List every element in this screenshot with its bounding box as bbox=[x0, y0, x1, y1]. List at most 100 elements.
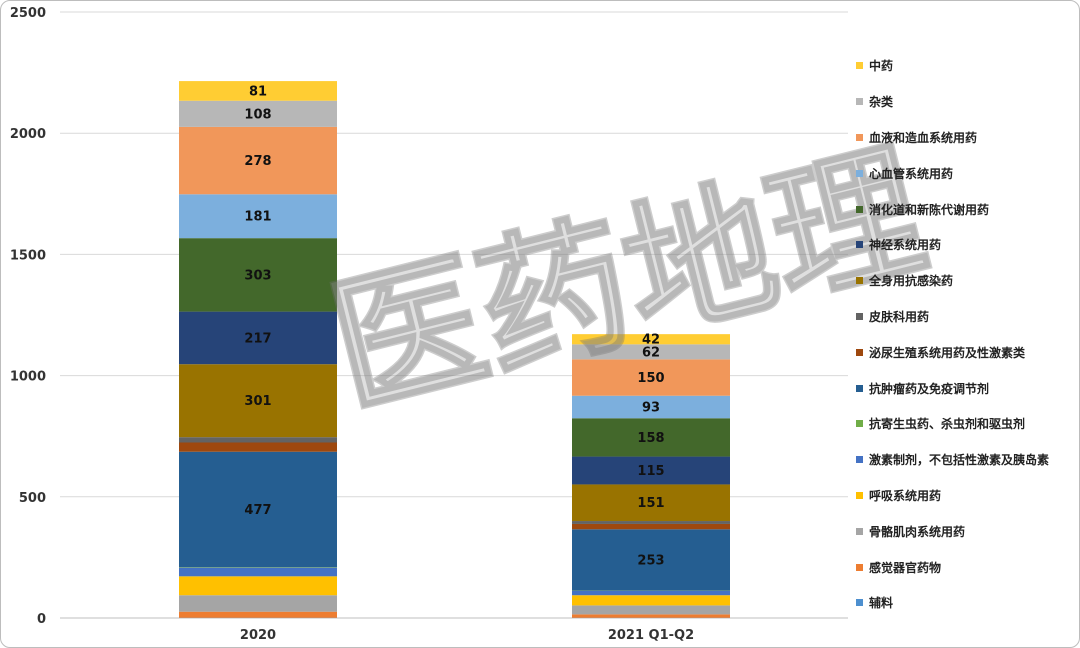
data-label: 158 bbox=[637, 431, 664, 446]
bar-segment bbox=[572, 595, 730, 606]
data-label: 42 bbox=[642, 333, 660, 348]
legend-label: 血液和造血系统用药 bbox=[869, 130, 978, 145]
bar-segment bbox=[179, 451, 337, 568]
legend-swatch bbox=[856, 169, 863, 177]
legend-item: 抗寄生虫药、杀虫剂和驱虫剂 bbox=[856, 406, 1076, 442]
bar-segment bbox=[572, 359, 730, 396]
legend-swatch bbox=[856, 348, 863, 356]
data-label: 150 bbox=[637, 371, 664, 386]
legend-label: 辅料 bbox=[869, 596, 894, 611]
data-label: 278 bbox=[244, 154, 271, 169]
legend-swatch bbox=[856, 456, 863, 464]
legend-item: 血液和造血系统用药 bbox=[856, 120, 1076, 156]
legend-swatch bbox=[856, 133, 863, 141]
data-label: 253 bbox=[637, 553, 664, 568]
bar-segment bbox=[572, 523, 730, 530]
legend-swatch bbox=[856, 312, 863, 320]
y-tick-label: 1500 bbox=[10, 248, 46, 263]
bar-segment bbox=[179, 126, 337, 195]
legend-label: 呼吸系统用药 bbox=[869, 488, 942, 503]
legend-item: 消化道和新陈代谢用药 bbox=[856, 191, 1076, 227]
x-axis-ticks: 2020 2021 Q1-Q2 bbox=[240, 628, 694, 643]
bars bbox=[179, 81, 730, 618]
data-label: 93 bbox=[642, 400, 660, 415]
y-tick-label: 500 bbox=[19, 491, 46, 506]
legend-item: 心血管系统用药 bbox=[856, 155, 1076, 191]
data-label: 303 bbox=[244, 268, 271, 283]
bar-segment bbox=[179, 238, 337, 312]
bar-segment bbox=[572, 590, 730, 596]
data-label: 81 bbox=[249, 84, 267, 99]
x-tick-label: 2021 Q1-Q2 bbox=[608, 628, 694, 643]
legend-swatch bbox=[856, 420, 863, 428]
data-label: 151 bbox=[637, 496, 664, 511]
legend-label: 全身用抗感染药 bbox=[869, 274, 954, 289]
data-label: 301 bbox=[244, 394, 271, 409]
bar-segment bbox=[572, 395, 730, 419]
bar-segment bbox=[572, 529, 730, 591]
legend-item: 呼吸系统用药 bbox=[856, 478, 1076, 514]
data-label: 477 bbox=[244, 503, 271, 518]
legend-item: 神经系统用药 bbox=[856, 227, 1076, 263]
legend-swatch bbox=[856, 241, 863, 249]
y-tick-label: 2000 bbox=[10, 127, 46, 142]
legend-swatch bbox=[856, 384, 863, 392]
legend-swatch bbox=[856, 527, 863, 535]
legend-label: 泌尿生殖系统用药及性激素类 bbox=[869, 345, 1026, 360]
bar-segment bbox=[572, 521, 730, 524]
legend-item: 激素制剂，不包括性激素及胰岛素 bbox=[856, 442, 1076, 478]
legend: 中药杂类血液和造血系统用药 心血管系统用药消化道和新陈代谢用药 神经系统用药 全身用抗… bbox=[856, 48, 1076, 621]
y-tick-label: 1000 bbox=[10, 370, 46, 385]
bar-segment bbox=[179, 567, 337, 577]
bar-segment bbox=[179, 194, 337, 239]
legend-label: 激素制剂，不包括性激素及胰岛素 bbox=[869, 453, 1050, 468]
bar-segment bbox=[179, 364, 337, 438]
bar-segment bbox=[572, 334, 730, 345]
legend-item: 中药 bbox=[856, 48, 1076, 84]
legend-label: 抗寄生虫药、杀虫剂和驱虫剂 bbox=[869, 417, 1026, 432]
data-label: 108 bbox=[244, 107, 271, 122]
data-label: 217 bbox=[244, 331, 271, 346]
legend-swatch bbox=[856, 98, 863, 106]
bar-segment bbox=[179, 576, 337, 596]
bar-segment bbox=[572, 456, 730, 485]
data-label: 181 bbox=[244, 210, 271, 225]
legend-item: 骨骼肌肉系统用药 bbox=[856, 513, 1076, 549]
bar-segment bbox=[179, 442, 337, 452]
legend-label: 消化道和新陈代谢用药 bbox=[869, 202, 990, 217]
legend-item: 辅料 bbox=[856, 585, 1076, 621]
bar-segment bbox=[179, 100, 337, 127]
data-labels: 477 301 217 303 181 278 108 81 253 151 115 158 93 150… bbox=[244, 84, 664, 568]
bar-segment bbox=[572, 614, 730, 618]
bar-segment bbox=[179, 81, 337, 101]
legend-swatch bbox=[856, 62, 863, 70]
legend-item: 感觉器官药物 bbox=[856, 549, 1076, 585]
legend-label: 杂类 bbox=[869, 95, 894, 110]
legend-label: 抗肿瘤药及免疫调节剂 bbox=[869, 381, 990, 396]
legend-item: 全身用抗感染药 bbox=[856, 263, 1076, 299]
legend-label: 中药 bbox=[869, 59, 894, 74]
legend-label: 神经系统用药 bbox=[869, 238, 942, 253]
bar-segment bbox=[572, 418, 730, 457]
legend-item: 抗肿瘤药及免疫调节剂 bbox=[856, 370, 1076, 406]
y-tick-label: 2500 bbox=[10, 6, 46, 21]
legend-swatch bbox=[856, 277, 863, 285]
bar-segment bbox=[179, 437, 337, 443]
bar-segment bbox=[179, 311, 337, 365]
legend-label: 心血管系统用药 bbox=[869, 166, 954, 181]
bar-segment bbox=[179, 611, 337, 618]
bar-segment bbox=[572, 605, 730, 615]
legend-swatch bbox=[856, 491, 863, 499]
bar-segment bbox=[572, 344, 730, 360]
legend-swatch bbox=[856, 599, 863, 607]
legend-item: 皮肤科用药 bbox=[856, 299, 1076, 335]
data-label: 62 bbox=[642, 345, 660, 360]
bar-segment bbox=[572, 484, 730, 522]
y-axis-ticks: 0 500 1000 1500 2000 2500 bbox=[10, 6, 46, 627]
legend-item: 杂类 bbox=[856, 84, 1076, 120]
x-tick-label: 2020 bbox=[240, 628, 276, 643]
legend-label: 皮肤科用药 bbox=[869, 309, 930, 324]
data-label: 115 bbox=[637, 464, 664, 479]
legend-label: 感觉器官药物 bbox=[869, 560, 942, 575]
